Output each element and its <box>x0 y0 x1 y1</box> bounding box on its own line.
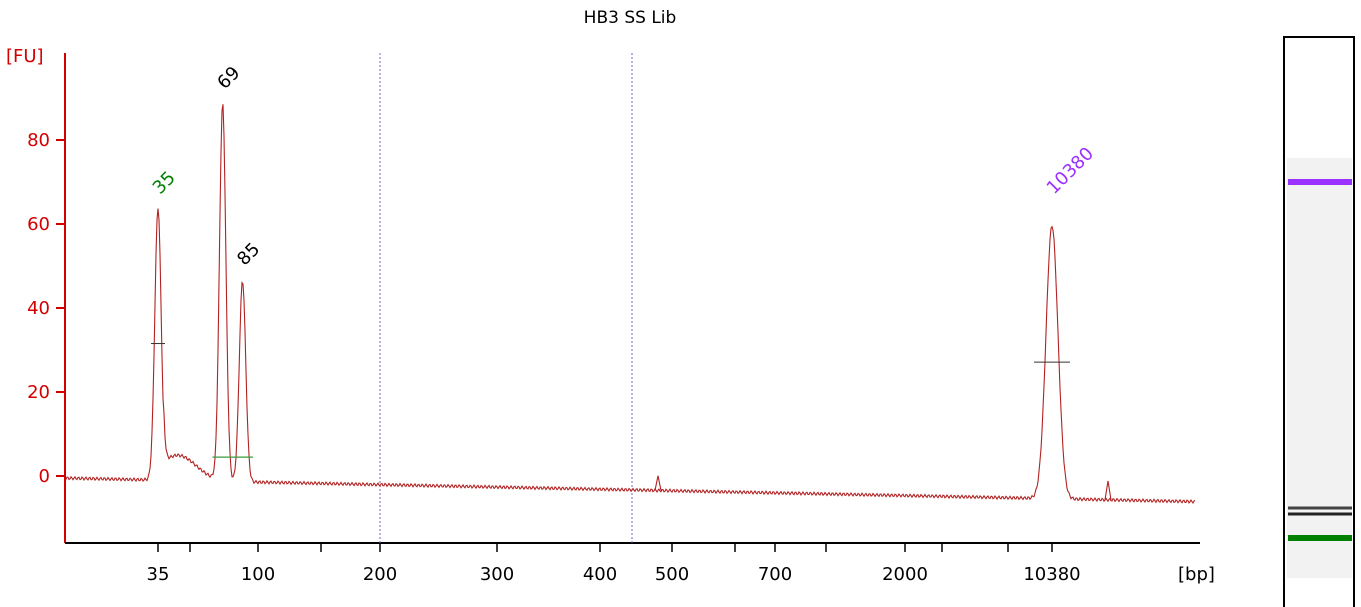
upper-marker-band <box>1288 179 1352 185</box>
peak-label: 69 <box>213 62 244 93</box>
sample-band-1 <box>1288 506 1352 510</box>
y-tick-label: 80 <box>27 130 50 151</box>
x-tick-label: 35 <box>147 564 170 585</box>
x-tick-label: 2000 <box>882 564 928 585</box>
x-tick-label: 300 <box>480 564 514 585</box>
electropherogram-trace <box>64 104 1196 505</box>
peak-labels: 35 69 85 10380 <box>149 62 1098 269</box>
sample-band-2 <box>1288 512 1352 516</box>
baseline-spike <box>1104 480 1112 500</box>
y-axis-unit: [FU] <box>6 46 44 67</box>
x-tick-label: 500 <box>655 564 689 585</box>
trace-group <box>64 104 1196 505</box>
peak-label: 35 <box>149 167 180 198</box>
peak-label: 10380 <box>1043 143 1098 198</box>
gel-bands <box>1288 179 1352 541</box>
gel-lane <box>1283 36 1355 607</box>
y-tick-label: 60 <box>27 214 50 235</box>
baseline-spike <box>654 475 662 491</box>
x-tick-label: 400 <box>583 564 617 585</box>
y-tick-label: 0 <box>39 466 50 487</box>
chart-title: HB3 SS Lib <box>584 8 677 28</box>
x-axis-unit: [bp] <box>1178 564 1215 585</box>
x-tick-label: 200 <box>363 564 397 585</box>
y-tick-label: 40 <box>27 298 50 319</box>
lower-marker-band <box>1288 535 1352 541</box>
x-ticks: 35 100 200 300 400 500 700 2000 10380 <box>147 543 1081 585</box>
peak-label: 85 <box>233 239 264 270</box>
x-tick-label: 700 <box>758 564 792 585</box>
x-tick-label: 100 <box>241 564 275 585</box>
x-tick-label: 10380 <box>1023 564 1080 585</box>
region-lines <box>379 53 633 543</box>
y-tick-label: 20 <box>27 382 50 403</box>
y-ticks: 0 20 40 60 80 <box>27 130 65 487</box>
